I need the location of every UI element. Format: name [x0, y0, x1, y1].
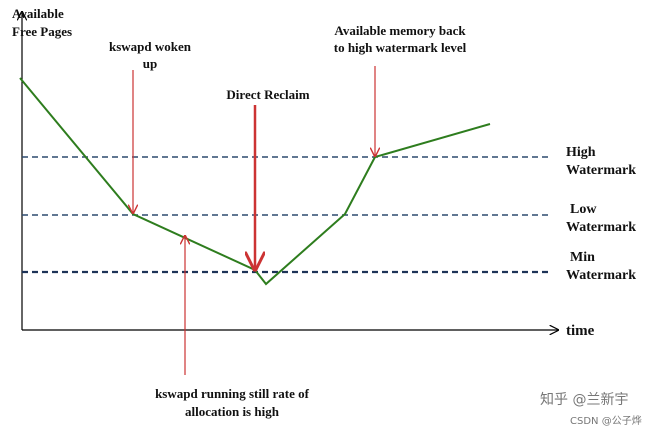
credit: CSDN @公子烨	[570, 414, 642, 427]
annotation: Available memory back	[334, 23, 466, 38]
annotation: Direct Reclaim	[226, 87, 309, 102]
watermark-label: Low	[570, 202, 597, 217]
credit: 知乎 @兰新宇	[540, 391, 628, 408]
watermark-label: Watermark	[566, 163, 636, 178]
annotation: to high watermark level	[334, 40, 467, 55]
watermark-label: Watermark	[566, 220, 636, 235]
watermark-label: Min	[570, 250, 595, 265]
y-axis-label: Available	[12, 6, 64, 21]
watermark-label: High	[566, 145, 596, 160]
annotation: allocation is high	[185, 404, 280, 419]
annotation: up	[143, 56, 157, 71]
annotation: kswapd running still rate of	[155, 386, 310, 401]
annotation: kswapd woken	[109, 39, 192, 54]
x-axis-label: time	[566, 323, 595, 339]
watermark-label: Watermark	[566, 268, 636, 283]
y-axis-label: Free Pages	[12, 24, 72, 39]
